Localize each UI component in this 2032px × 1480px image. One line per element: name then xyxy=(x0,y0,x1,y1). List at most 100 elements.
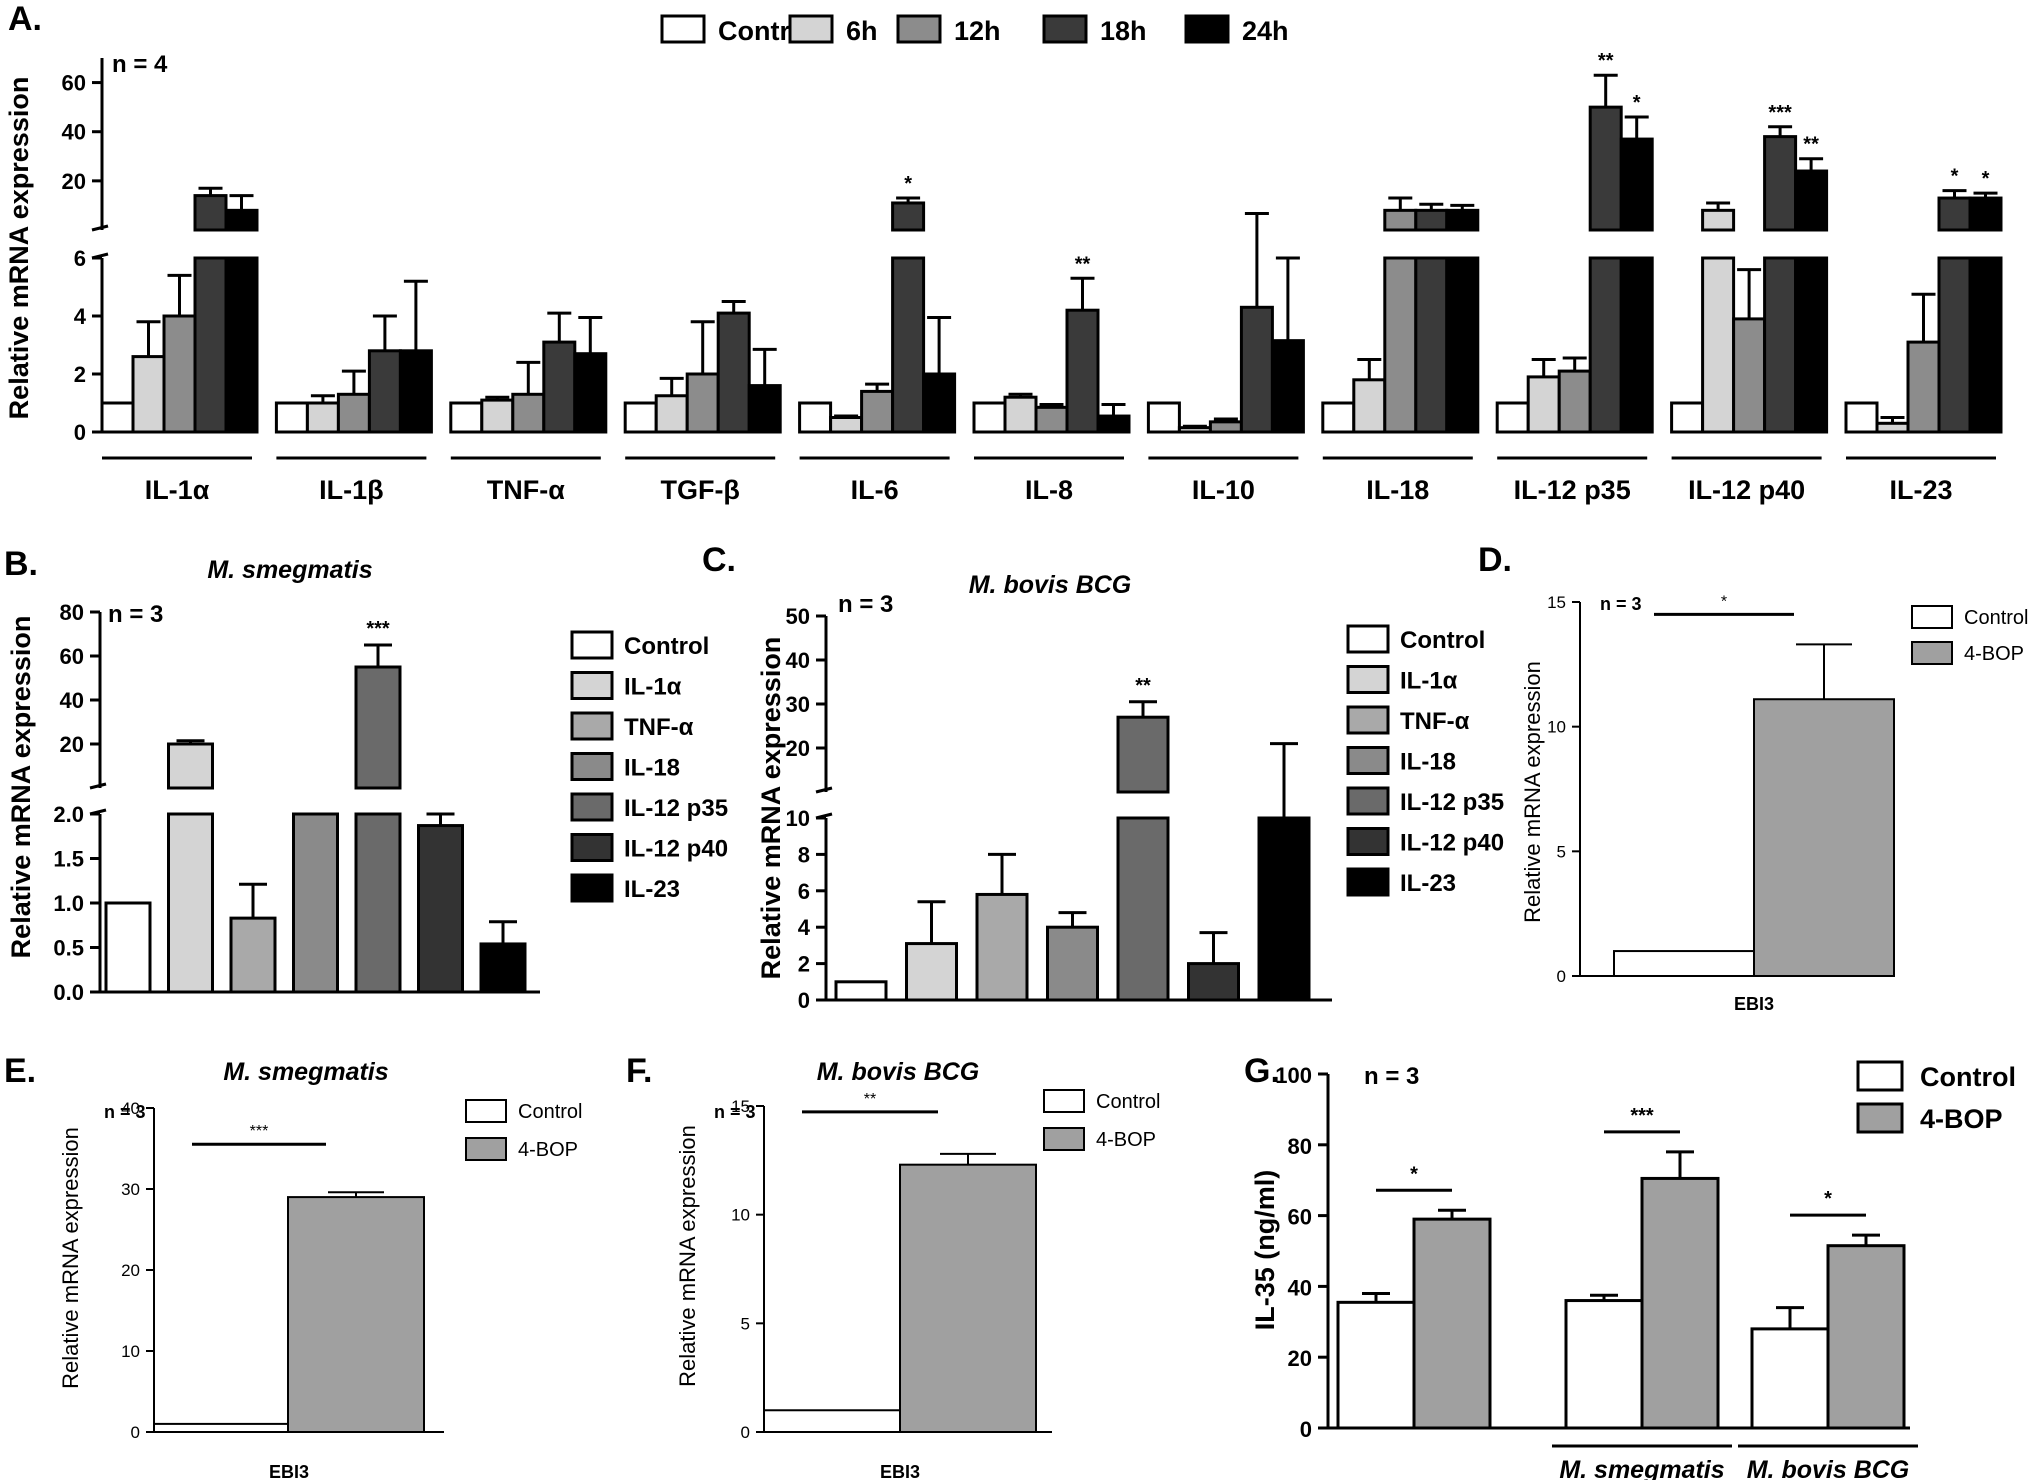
bar xyxy=(1383,256,1418,434)
x-category-label: IL-12 p35 xyxy=(1514,475,1631,505)
bar xyxy=(449,401,484,434)
bar xyxy=(1352,378,1387,434)
bar-control xyxy=(153,1422,291,1434)
legend-label: IL-12 p35 xyxy=(624,795,728,822)
panel-label-b: B. xyxy=(4,545,38,583)
y-tick-label-b: 1.5 xyxy=(53,847,84,872)
legend-label-4-bop: 4-BOP xyxy=(518,1139,578,1161)
significance-marker: ** xyxy=(864,1091,876,1108)
bar xyxy=(336,392,371,434)
legend-label: IL-12 p40 xyxy=(1400,830,1504,857)
legend-label-4-bop: 4-BOP xyxy=(1096,1129,1156,1151)
legend-swatch-4-bop xyxy=(1856,1102,1904,1134)
legend-swatch-4-bop xyxy=(1911,641,1953,665)
bar xyxy=(162,314,197,434)
x-category-label: IL-6 xyxy=(851,475,899,505)
legend-label-4-bop: 4-BOP xyxy=(1920,1104,2003,1134)
bar xyxy=(798,401,833,434)
bar xyxy=(1383,208,1418,232)
bar-4-bop xyxy=(899,1163,1037,1434)
bar xyxy=(1065,308,1100,434)
panel-label-e: E. xyxy=(4,1052,36,1090)
bar xyxy=(1968,196,2003,232)
y-tick-label-c: 8 xyxy=(798,842,810,867)
y-tick-label-c: 30 xyxy=(786,692,810,717)
legend-label: IL-1α xyxy=(624,674,682,701)
legend-swatch-control xyxy=(1856,1060,1904,1092)
y-tick-label-g: 100 xyxy=(1275,1063,1312,1088)
legend-swatch xyxy=(1346,665,1390,694)
x-category-label: IL-1β xyxy=(319,475,383,505)
bar xyxy=(1270,339,1305,434)
bar xyxy=(167,742,214,790)
bar xyxy=(972,401,1007,434)
legend-swatch xyxy=(1346,867,1390,897)
y-tick-label-b: 0.5 xyxy=(53,936,84,961)
n-label-d: n = 3 xyxy=(1600,594,1642,614)
bar xyxy=(1187,962,1240,1002)
y-tick-label-f: 15 xyxy=(731,1097,750,1116)
y-tick-label-e: 0 xyxy=(131,1423,140,1442)
bar xyxy=(1495,401,1530,434)
y-tick-label-f: 5 xyxy=(741,1314,750,1333)
bar xyxy=(1414,256,1449,434)
bar xyxy=(1096,414,1131,434)
legend-label: Control xyxy=(1400,627,1485,654)
bar xyxy=(274,401,309,434)
y-tick-label-e: 30 xyxy=(121,1180,140,1199)
y-tick-label-d: 0 xyxy=(1557,967,1566,986)
bar xyxy=(193,194,228,232)
bar xyxy=(193,256,228,434)
y-tick-label-f: 0 xyxy=(741,1423,750,1442)
significance-marker: * xyxy=(904,173,912,195)
bar xyxy=(1701,208,1736,232)
bar-control xyxy=(1336,1300,1416,1430)
bar xyxy=(131,355,166,434)
bar xyxy=(1116,715,1170,794)
legend-label: IL-23 xyxy=(1400,870,1456,897)
panel-title-c: M. bovis BCG xyxy=(969,571,1132,599)
bar xyxy=(747,384,782,434)
legend-swatch-6h xyxy=(788,14,834,44)
bar-control xyxy=(1564,1299,1644,1430)
y-tick-label-g: 0 xyxy=(1300,1417,1312,1442)
significance-marker: * xyxy=(1824,1188,1832,1210)
bar xyxy=(417,824,464,994)
bar xyxy=(1034,405,1069,434)
bar xyxy=(367,349,402,434)
bar xyxy=(573,352,608,434)
legend-swatch-18h xyxy=(1042,14,1088,44)
y-tick-label-c: 2 xyxy=(798,952,810,977)
bar xyxy=(1414,208,1449,232)
panel-label-g: G. xyxy=(1244,1052,1280,1090)
bar xyxy=(1619,137,1654,232)
significance-marker: * xyxy=(1951,166,1959,188)
significance-marker: * xyxy=(1410,1163,1418,1185)
y-tick-label-g: 20 xyxy=(1288,1346,1312,1371)
bar xyxy=(1968,256,2003,434)
legend-swatch xyxy=(570,671,614,700)
y-axis-label-b: Relative mRNA expression xyxy=(6,616,36,959)
x-category-label: EBI3 xyxy=(880,1462,920,1480)
y-tick-label-f: 10 xyxy=(731,1206,750,1225)
legend-label: IL-18 xyxy=(624,755,680,782)
y-tick-label-c: 40 xyxy=(786,648,810,673)
legend-swatch-control xyxy=(465,1099,507,1123)
y-tick-label-g: 80 xyxy=(1288,1134,1312,1159)
legend-swatch xyxy=(1346,827,1390,856)
y-tick-label-a: 2 xyxy=(74,362,86,387)
legend-swatch xyxy=(1346,786,1390,816)
legend-swatch-12h xyxy=(896,14,942,44)
bar xyxy=(860,389,895,434)
bar xyxy=(1875,421,1910,434)
bar xyxy=(1257,816,1311,1002)
bar xyxy=(1208,420,1243,434)
y-axis-label-c: Relative mRNA expression xyxy=(756,637,786,980)
bar xyxy=(1557,369,1592,434)
y-tick-label-c: 6 xyxy=(798,879,810,904)
significance-marker: ** xyxy=(1803,134,1819,156)
n-label-g: n = 3 xyxy=(1364,1063,1419,1090)
legend-label-6h: 6h xyxy=(846,16,878,46)
bar xyxy=(1146,401,1181,434)
significance-marker: *** xyxy=(1630,1105,1654,1127)
